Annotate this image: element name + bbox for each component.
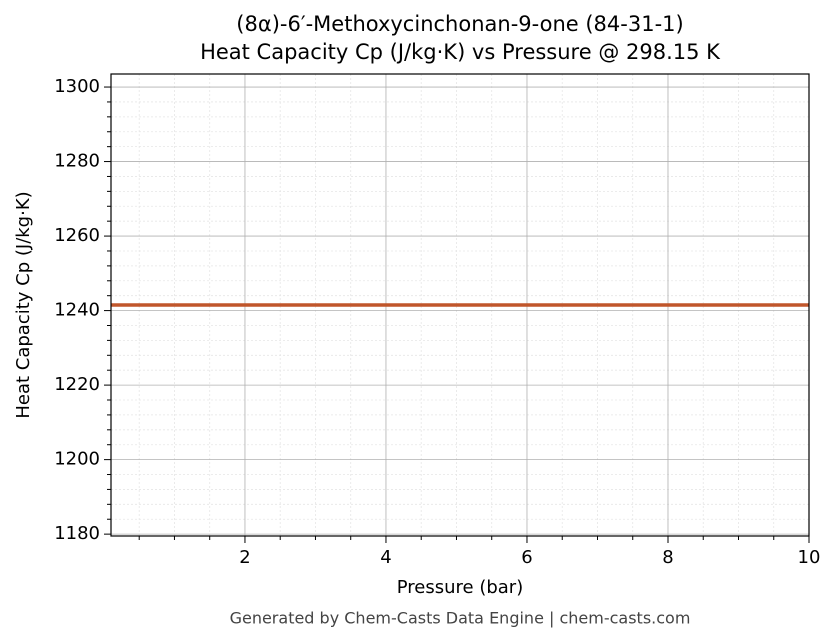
chart-subtitle: Heat Capacity Cp (J/kg·K) vs Pressure @ … <box>200 40 721 64</box>
y-tick-label: 1300 <box>54 76 100 97</box>
x-axis-label: Pressure (bar) <box>397 577 523 598</box>
y-tick-label: 1180 <box>54 523 100 544</box>
y-axis-label: Heat Capacity Cp (J/kg·K) <box>13 191 34 418</box>
y-tick-label: 1220 <box>54 374 100 395</box>
x-tick-label: 10 <box>798 547 821 568</box>
y-tick-label: 1200 <box>54 449 100 470</box>
footer: Generated by Chem-Casts Data Engine | ch… <box>230 609 691 628</box>
y-tick-label: 1260 <box>54 225 100 246</box>
x-tick-label: 8 <box>662 547 673 568</box>
plot-frame <box>110 73 810 537</box>
x-tick-label: 6 <box>521 547 532 568</box>
y-tick-label: 1240 <box>54 300 100 321</box>
chart-title: (8α)-6′-Methoxycinchonan-9-one (84-31-1) <box>236 12 683 36</box>
x-tick-label: 2 <box>239 547 250 568</box>
x-tick-label: 4 <box>380 547 391 568</box>
y-tick-label: 1280 <box>54 151 100 172</box>
